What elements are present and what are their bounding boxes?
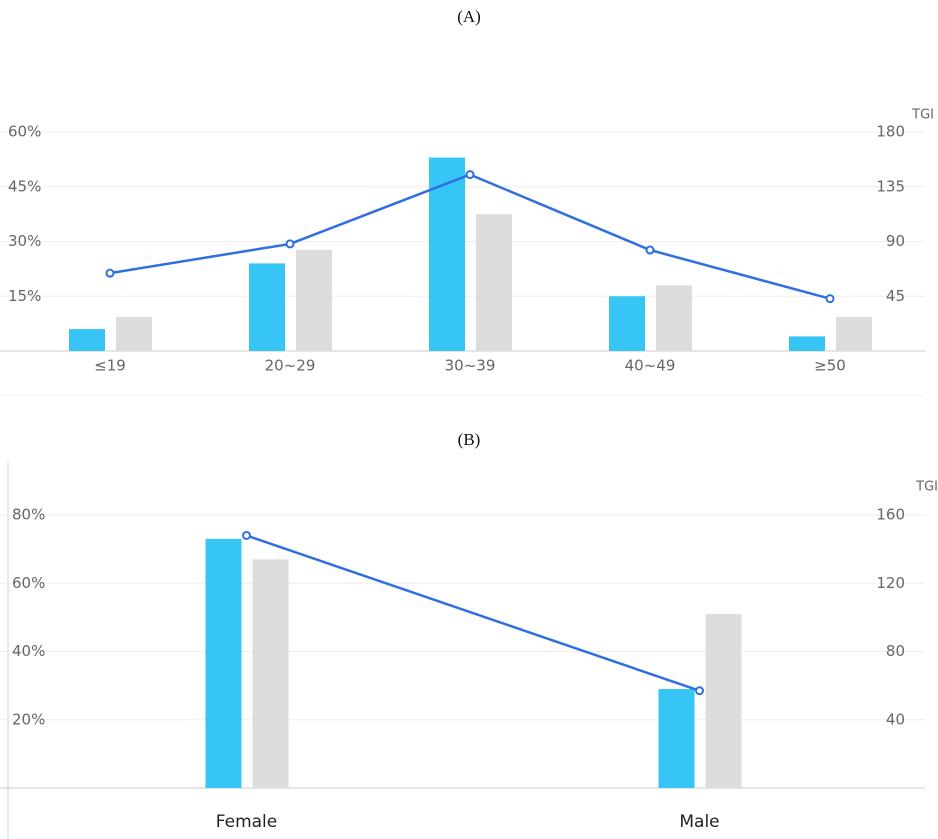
bar <box>429 157 465 351</box>
y2-axis-title: TGI <box>915 480 938 495</box>
tgi-point <box>645 245 655 255</box>
bar <box>789 336 825 351</box>
y2-tick-label: 120 <box>876 574 905 592</box>
tgi-point <box>465 170 475 180</box>
y2-tick-label: 135 <box>876 177 905 195</box>
y2-tick-label: 90 <box>886 232 905 250</box>
tgi-point <box>105 268 115 278</box>
y2-tick-label: 160 <box>876 506 905 524</box>
bar <box>205 538 242 788</box>
bar <box>658 689 695 788</box>
tgi-point <box>285 239 295 249</box>
x-tick-label: 20~29 <box>265 357 316 375</box>
y2-tick-label: 40 <box>886 710 905 728</box>
bar <box>705 613 742 788</box>
chart-title: (B) <box>458 430 481 449</box>
y2-tick-label: 180 <box>876 123 905 141</box>
bar <box>249 263 285 351</box>
x-tick-label: Male <box>679 812 719 832</box>
tgi-line <box>246 534 700 692</box>
y2-axis-title: TGI <box>911 108 934 123</box>
tgi-point <box>825 294 835 304</box>
y2-tick-label: 45 <box>886 287 905 305</box>
y-tick-label: 15% <box>8 287 41 305</box>
y-tick-label: 45% <box>8 177 41 195</box>
bar <box>656 285 692 351</box>
bar <box>609 296 645 351</box>
y-tick-label: 60% <box>12 574 45 592</box>
x-tick-label: 40~49 <box>625 357 676 375</box>
x-tick-label: Female <box>216 812 277 832</box>
bar <box>252 559 289 788</box>
y2-tick-label: 80 <box>886 642 905 660</box>
bar <box>116 317 152 351</box>
x-tick-label: 30~39 <box>445 357 496 375</box>
tgi-line <box>109 173 831 300</box>
bar <box>836 317 872 351</box>
tgi-point <box>242 530 251 540</box>
y-tick-label: 30% <box>8 232 41 250</box>
x-tick-label: ≤19 <box>94 357 126 375</box>
y-tick-label: 20% <box>12 710 45 728</box>
chart-title: (A) <box>457 7 481 26</box>
y-tick-label: 60% <box>8 123 41 141</box>
x-tick-label: ≥50 <box>814 357 846 375</box>
y-tick-label: 40% <box>12 642 45 660</box>
bar <box>476 214 512 351</box>
y-tick-label: 80% <box>12 506 45 524</box>
bar <box>69 329 105 351</box>
tgi-point <box>695 686 704 696</box>
bar <box>296 249 332 351</box>
